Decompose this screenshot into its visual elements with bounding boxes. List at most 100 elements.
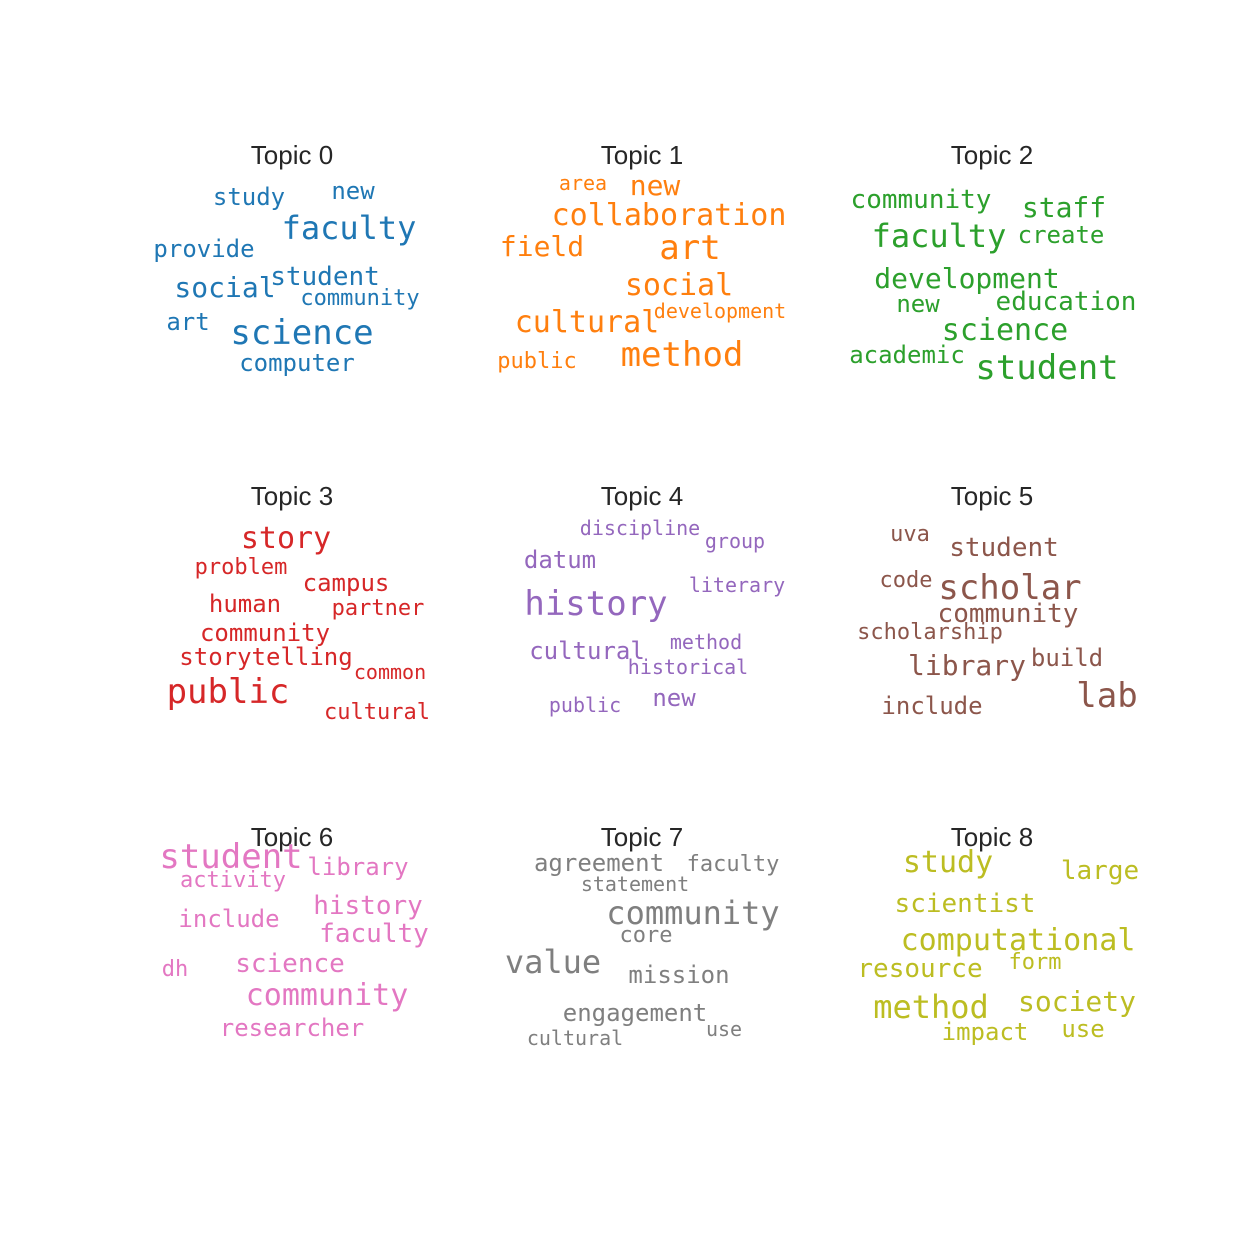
panel-title: Topic 4 [600, 481, 684, 511]
topic-panel-1: Topic 1 area new collaboration field art soci… [492, 140, 792, 400]
word-community: community [606, 894, 780, 932]
word-use: use [1061, 1015, 1105, 1043]
word-discipline: discipline [579, 516, 701, 540]
word-public: public [166, 672, 290, 712]
word-science: science [230, 313, 374, 353]
topic-panel-2: Topic 2 community staff faculty create devel… [842, 140, 1142, 400]
word-science: science [235, 949, 345, 979]
topic-panel-5: Topic 5 uva student code scholar community sc… [842, 481, 1142, 741]
word-science: science [941, 313, 1069, 348]
word-public: public [497, 349, 577, 374]
word-method: method [620, 335, 744, 375]
panel-title: Topic 5 [950, 481, 1034, 511]
topic-panel-8: Topic 8 study large scientist computational… [842, 822, 1142, 1082]
word-society: society [1017, 985, 1137, 1018]
word-community: community [937, 599, 1079, 629]
word-study: study [212, 183, 286, 211]
word-staff: staff [1021, 191, 1107, 224]
word-campus: campus [302, 569, 390, 597]
word-method: method [669, 630, 743, 654]
word-scholarship: scholarship [857, 620, 1003, 645]
word-new: new [331, 177, 375, 205]
topic-panel-6: Topic 6 student library activity history inc… [142, 822, 442, 1082]
word-group: group [704, 529, 766, 553]
word-dh: dh [161, 957, 189, 982]
word-cloud: community staff faculty create development ne… [842, 140, 1142, 400]
word-common: common [353, 660, 427, 684]
word-student: student [159, 837, 303, 877]
word-faculty: faculty [281, 209, 417, 247]
word-development: development [653, 299, 787, 323]
word-community: community [850, 185, 992, 215]
word-community: community [300, 286, 420, 311]
word-history: history [313, 891, 423, 921]
word-cloud: agreement faculty statement community core va… [492, 822, 792, 1082]
topic-panel-4: Topic 4 discipline group datum literary hist… [492, 481, 792, 741]
word-cultural: cultural [529, 637, 645, 665]
word-collaboration: collaboration [551, 198, 787, 233]
word-resource: resource [857, 954, 983, 984]
word-history: history [524, 584, 668, 624]
word-faculty: faculty [319, 919, 429, 949]
word-computational: computational [900, 923, 1136, 958]
word-new: new [896, 290, 940, 318]
word-uva: uva [890, 522, 930, 547]
word-student: student [975, 348, 1119, 388]
word-cloud: student library activity history include facu… [142, 822, 442, 1082]
word-development: development [874, 262, 1060, 295]
word-area: area [558, 171, 608, 195]
word-impact: impact [941, 1018, 1029, 1046]
word-build: build [1030, 644, 1104, 672]
word-academic: academic [849, 341, 965, 369]
word-code: code [879, 568, 933, 593]
word-cloud: study new faculty provide social student commu… [142, 140, 442, 400]
word-community: community [245, 978, 409, 1013]
word-historical: historical [627, 655, 749, 679]
word-create: create [1017, 221, 1105, 249]
word-social: social [174, 271, 276, 304]
word-mission: mission [628, 961, 730, 989]
word-social: social [624, 268, 734, 303]
word-activity: activity [180, 868, 286, 893]
word-faculty: faculty [871, 217, 1007, 255]
word-use: use [705, 1017, 743, 1041]
topic-panel-0: Topic 0 study new faculty provide social stud… [142, 140, 442, 400]
word-datum: datum [523, 546, 597, 574]
panel-title: Topic 2 [950, 140, 1034, 170]
word-engagement: engagement [562, 999, 708, 1027]
word-provide: provide [153, 235, 255, 263]
word-cloud: story problem campus human partner community s… [142, 481, 442, 741]
word-partner: partner [331, 596, 425, 621]
panel-title: Topic 6 [250, 822, 334, 852]
topic-panel-3: Topic 3 story problem campus human partner co… [142, 481, 442, 741]
word-story: story [240, 521, 332, 556]
panel-title: Topic 1 [600, 140, 684, 170]
word-include: include [881, 692, 983, 720]
word-student: student [270, 262, 380, 292]
word-cultural: cultural [514, 305, 660, 340]
word-cloud: area new collaboration field art social cultur… [492, 140, 792, 400]
word-large: large [1060, 856, 1140, 886]
word-public: public [548, 693, 622, 717]
word-new: new [652, 684, 696, 712]
word-human: human [208, 590, 282, 618]
word-education: education [995, 287, 1137, 317]
word-problem: problem [194, 555, 288, 580]
word-scholar: scholar [938, 568, 1082, 608]
word-library: library [307, 853, 409, 881]
word-cultural: cultural [526, 1026, 624, 1050]
word-cultural: cultural [324, 700, 430, 725]
word-agreement: agreement [533, 849, 665, 877]
word-value: value [504, 943, 602, 981]
word-researcher: researcher [219, 1014, 365, 1042]
panel-title: Topic 7 [600, 822, 684, 852]
word-lab: lab [1076, 676, 1138, 716]
word-community: community [199, 619, 331, 647]
word-scientist: scientist [894, 889, 1036, 919]
word-library: library [907, 649, 1027, 682]
word-faculty: faculty [686, 852, 780, 877]
word-include: include [178, 905, 280, 933]
word-new: new [629, 169, 681, 202]
word-field: field [499, 230, 585, 263]
